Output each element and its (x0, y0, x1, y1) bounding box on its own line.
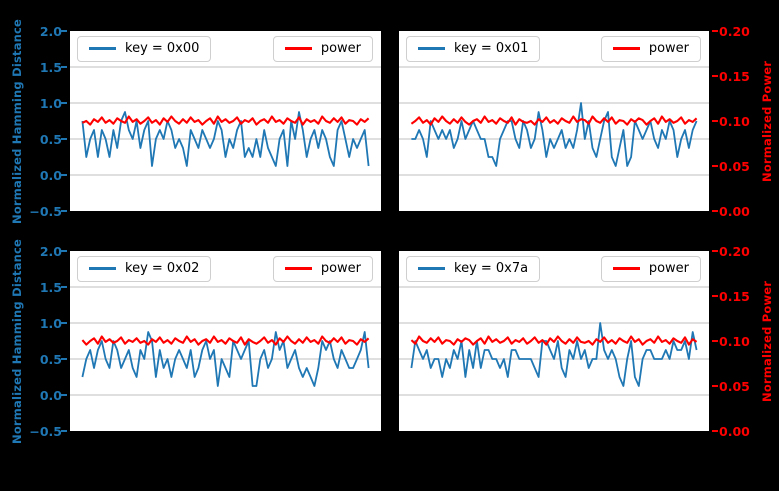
legend-power: power (272, 256, 373, 282)
legend-line-sample-blue (418, 47, 445, 50)
y-tick-label-left: 1.0 (39, 95, 62, 111)
y-tick-label-right: 0.15 (719, 68, 750, 84)
legend-label: power (648, 261, 689, 276)
y-tick-mark-left (61, 210, 67, 212)
subplot-key-0x02: key = 0x02 power 2.0 1.5 1.0 0.5 0.0 −0.5 (29, 244, 383, 439)
legend-line-sample-red (612, 267, 640, 270)
legend-key-0x01: key = 0x01 (406, 36, 541, 62)
y-tick-label-left: 0.0 (39, 167, 62, 183)
series-line-hamming (81, 111, 370, 167)
y-tick-mark-left (61, 322, 67, 324)
y-tick-mark-left (61, 430, 67, 432)
y-tick-mark-right (712, 75, 718, 77)
y-tick-mark-left (61, 102, 67, 104)
y-tick-mark-left (61, 250, 67, 252)
y-tick-label-left: 0.5 (39, 131, 62, 147)
legend-label: key = 0x7a (454, 261, 529, 276)
legend-label: key = 0x02 (125, 261, 200, 276)
legend-power: power (600, 256, 701, 282)
y-tick-mark-left (61, 286, 67, 288)
subplot-key-0x00: key = 0x00 power 2.0 1.5 1.0 0.5 0.0 −0.5 (29, 24, 383, 219)
legend-key-0x02: key = 0x02 (77, 256, 212, 282)
legend-power: power (600, 36, 701, 62)
y-tick-label-left: 0.5 (39, 351, 62, 367)
series-line-hamming (410, 322, 698, 387)
y-tick-mark-right (712, 210, 718, 212)
y-tick-mark-right (712, 295, 718, 297)
plot-area-0x02 (70, 286, 381, 396)
series-line-power (81, 115, 370, 126)
y-tick-label-left: 0.0 (39, 387, 62, 403)
y-tick-mark-right (712, 120, 718, 122)
legend-line-sample-blue (89, 47, 116, 50)
legend-line-sample-red (284, 267, 312, 270)
legend-label: power (648, 41, 689, 56)
y-tick-label-left: 1.5 (39, 59, 62, 75)
legend-key-0x00: key = 0x00 (77, 36, 212, 62)
y-tick-label-left: 2.0 (39, 23, 62, 39)
y-tick-label-right: 0.10 (719, 113, 750, 129)
y-tick-label-right: 0.10 (719, 333, 750, 349)
legend-power: power (272, 36, 373, 62)
y-tick-mark-left (61, 138, 67, 140)
plot-area-0x7a (399, 286, 709, 396)
y-tick-label-right: 0.20 (719, 23, 750, 39)
y-tick-label-left: 2.0 (39, 243, 62, 259)
y-tick-label-right: 0.05 (719, 158, 750, 174)
series-line-hamming (411, 102, 698, 167)
y-tick-label-left: −0.5 (29, 203, 62, 219)
y-tick-mark-right (712, 385, 718, 387)
y-tick-label-right: 0.00 (719, 423, 750, 439)
legend-line-sample-blue (89, 267, 116, 270)
legend-label: power (320, 41, 361, 56)
y-tick-label-right: 0.15 (719, 288, 750, 304)
y-tick-mark-right (712, 250, 718, 252)
legend-label: power (320, 261, 361, 276)
y-tick-mark-right (712, 430, 718, 432)
y-tick-mark-right (712, 30, 718, 32)
legend-label: key = 0x01 (454, 41, 529, 56)
legend-line-sample-red (612, 47, 640, 50)
legend-label: key = 0x00 (125, 41, 200, 56)
subplot-key-0x7a: key = 0x7a power 0.20 0.15 0.10 0.05 0.00 (397, 244, 750, 439)
y-tick-label-left: 1.0 (39, 315, 62, 331)
subplot-key-0x01: key = 0x01 power 0.20 0.15 0.10 0.05 0.00 (397, 24, 750, 219)
series-line-hamming (81, 331, 370, 387)
left-axis-label-top: Normalized Hamming Distance (10, 18, 24, 224)
y-tick-label-right: 0.00 (719, 203, 750, 219)
y-tick-label-left: −0.5 (29, 423, 62, 439)
plot-area-0x00 (70, 66, 381, 176)
legend-line-sample-blue (418, 267, 445, 270)
y-tick-label-right: 0.05 (719, 378, 750, 394)
y-tick-mark-left (61, 66, 67, 68)
y-tick-mark-right (712, 340, 718, 342)
plot-area-0x01 (399, 66, 709, 176)
legend-key-0x7a: key = 0x7a (406, 256, 541, 282)
y-tick-mark-left (61, 174, 67, 176)
y-tick-mark-left (61, 394, 67, 396)
series-line-power (410, 115, 698, 126)
series-line-power (81, 335, 370, 346)
y-tick-mark-left (61, 358, 67, 360)
left-axis-label-bottom: Normalized Hamming Distance (10, 238, 24, 444)
y-tick-label-right: 0.20 (719, 243, 750, 259)
series-line-power (410, 335, 698, 346)
y-tick-label-left: 1.5 (39, 279, 62, 295)
legend-line-sample-red (284, 47, 312, 50)
y-tick-mark-left (61, 30, 67, 32)
y-tick-mark-right (712, 165, 718, 167)
